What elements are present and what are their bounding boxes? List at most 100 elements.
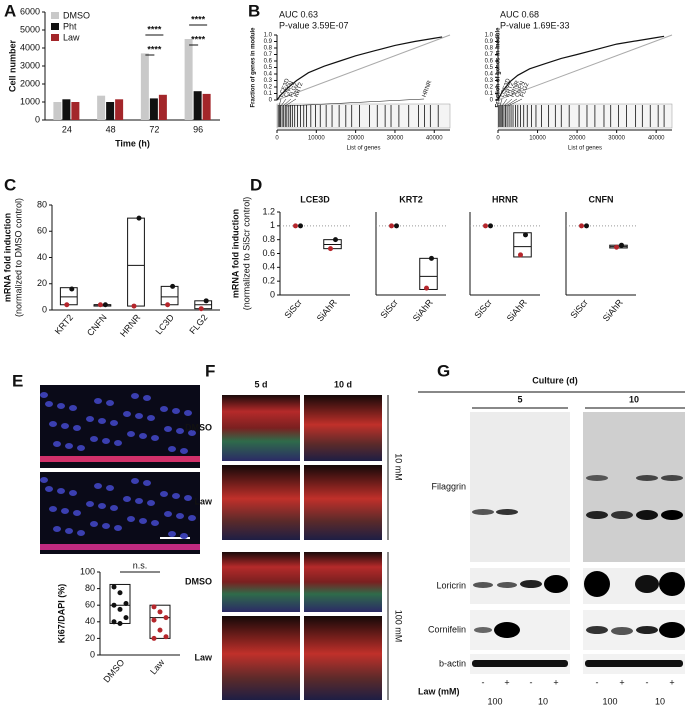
subplot-title: CNFN	[589, 194, 614, 204]
band	[636, 475, 658, 481]
nucleus	[94, 483, 102, 489]
treatment-label: Law (mM)	[418, 686, 460, 696]
data-point	[117, 590, 123, 596]
lane-sign: -	[530, 677, 533, 687]
y-tick-label: 0.4	[262, 262, 275, 272]
nucleus	[73, 425, 81, 431]
bar	[158, 94, 167, 120]
band	[474, 627, 492, 633]
x-tick-label: SiScr	[472, 297, 493, 320]
nucleus	[143, 395, 151, 401]
x-axis-label: Time (h)	[115, 138, 150, 148]
y-tick-label: 0.5	[264, 65, 273, 71]
gene-label: KRT2	[505, 81, 516, 98]
panel-letter: E	[12, 371, 23, 390]
nucleus	[143, 480, 151, 486]
x-tick-label: SiScr	[282, 297, 303, 320]
y-axis-label: mRNA fold induction	[230, 209, 240, 298]
nucleus	[69, 490, 77, 496]
bar	[62, 99, 71, 120]
panel-letter: D	[250, 175, 262, 194]
y-tick-label: 0	[269, 98, 273, 104]
lane-sign: -	[646, 677, 649, 687]
legend-swatch	[51, 34, 59, 41]
nucleus	[53, 526, 61, 532]
nucleus	[139, 518, 147, 524]
x-tick-label: DMSO	[101, 657, 126, 684]
significance: ****	[191, 14, 206, 24]
box	[419, 257, 438, 290]
y-tick-label: 0.7	[264, 52, 273, 58]
x-tick-label: 30000	[608, 136, 625, 142]
data-point	[198, 306, 204, 312]
nucleus	[188, 430, 196, 436]
micrograph	[222, 552, 300, 612]
data-point	[328, 246, 333, 252]
band	[472, 509, 494, 515]
gene-leader	[278, 98, 282, 107]
y-axis-label: Fraction of genes in module	[496, 27, 502, 108]
dose-label: 10	[538, 696, 548, 706]
y-tick-label: 0.8	[264, 46, 273, 52]
legend-label: Law	[63, 32, 80, 42]
nucleus	[53, 441, 61, 447]
nucleus	[160, 406, 168, 412]
y-tick-label: 0	[42, 304, 47, 314]
micrograph-band	[40, 456, 200, 462]
data-point	[579, 223, 584, 229]
lane-sign: -	[596, 677, 599, 687]
band	[473, 582, 493, 588]
data-point	[163, 615, 169, 621]
y-tick-label: 0.6	[485, 59, 494, 65]
dose-label: 100	[487, 696, 502, 706]
x-tick-label: FLG2	[187, 312, 209, 336]
bar	[53, 102, 62, 120]
annotation: P-value 1.69E-33	[500, 20, 570, 30]
micrograph-band	[40, 544, 200, 550]
gene-leader	[280, 98, 287, 107]
data-point	[424, 285, 429, 291]
data-point	[429, 255, 434, 261]
x-tick-label: KRT2	[53, 312, 75, 336]
row-label: DMSO	[185, 422, 212, 432]
nucleus	[90, 436, 98, 442]
y-tick-label: 100	[80, 566, 95, 576]
y-axis-label: (normalized to DMSO control)	[13, 198, 23, 317]
y-tick-label: 0.5	[485, 65, 494, 71]
nucleus	[184, 495, 192, 501]
band	[544, 575, 568, 593]
data-point	[170, 283, 176, 289]
y-tick-label: 0.8	[485, 46, 494, 52]
x-tick-label: SiAhR	[315, 297, 339, 323]
nucleus	[139, 433, 147, 439]
x-tick-label: 0	[275, 136, 279, 142]
x-tick-label: 24	[62, 124, 72, 134]
band	[611, 627, 633, 635]
y-tick-label: 0	[270, 289, 275, 299]
nucleus	[184, 410, 192, 416]
row-label: Law	[194, 652, 213, 662]
band	[659, 622, 685, 638]
gene-leader	[503, 98, 513, 107]
x-axis-label: List of genes	[346, 146, 380, 152]
y-tick-label: 1	[270, 220, 275, 230]
nucleus	[57, 403, 65, 409]
nucleus	[127, 431, 135, 437]
x-tick-label: Law	[148, 657, 167, 676]
nucleus	[49, 421, 57, 427]
micrograph	[304, 552, 382, 612]
y-tick-label: 0.8	[262, 234, 275, 244]
data-point	[293, 223, 298, 229]
data-point	[333, 237, 338, 243]
nucleus	[110, 505, 118, 511]
y-tick-label: 60	[37, 226, 47, 236]
header: Culture (d)	[532, 375, 578, 385]
band	[520, 580, 542, 588]
data-point	[111, 584, 117, 590]
data-point	[614, 244, 619, 250]
significance: ****	[147, 24, 162, 34]
band	[611, 511, 633, 519]
nucleus	[176, 513, 184, 519]
x-tick-label: 72	[149, 124, 159, 134]
y-tick-label: 0.2	[262, 276, 275, 286]
